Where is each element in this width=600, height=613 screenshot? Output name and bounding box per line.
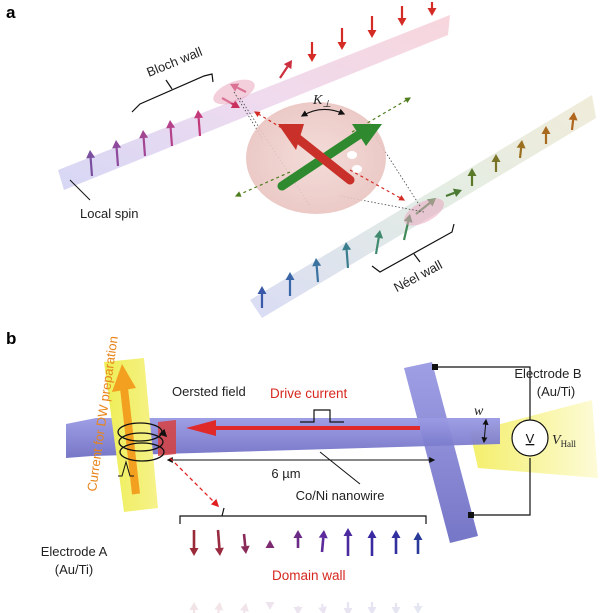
spin-reflection-arrow <box>391 603 401 613</box>
panel-b-letter: b <box>6 329 16 348</box>
neel-wall-bracket <box>371 223 455 273</box>
domain-wall-label: Domain wall <box>272 568 346 583</box>
electrode-a-material: (Au/Ti) <box>55 562 94 577</box>
spin-reflection <box>343 602 353 613</box>
domain-wall-spin-arrow <box>214 529 224 556</box>
neel-spin-arrow <box>312 258 322 283</box>
nanowire-pointer <box>319 451 361 485</box>
neel-spin-arrow <box>467 168 477 186</box>
spin-reflection <box>413 603 423 613</box>
spin-reflection <box>265 602 275 610</box>
spin-reflection-arrow <box>413 603 423 613</box>
domain-wall-zoom-arrow <box>169 457 220 508</box>
width-arrow <box>481 418 489 444</box>
bloch-spin-arrow <box>112 140 122 167</box>
neel-spin-arrow <box>445 188 462 198</box>
spin-reflection-arrow <box>265 602 275 610</box>
domain-wall-spin-arrow <box>189 530 199 556</box>
drive-current-label: Drive current <box>270 386 348 401</box>
bloch-spin-arrow <box>194 110 204 137</box>
domain-wall-spin-arrow <box>413 532 423 554</box>
panel-a: a <box>6 2 596 318</box>
neel-spin-arrow <box>342 242 352 269</box>
contact-bottom <box>468 512 474 518</box>
neel-spin-arrow <box>374 230 384 255</box>
domain-wall-spin-arrow <box>318 530 328 553</box>
bloch-spin-arrow <box>397 6 407 26</box>
spin-reflection <box>318 603 327 613</box>
drive-pulse <box>300 409 344 423</box>
domain-wall-bracket <box>179 507 427 524</box>
panel-a-letter: a <box>6 3 16 22</box>
bloch-spin-arrow <box>279 60 292 79</box>
spin-reflection <box>189 602 199 613</box>
spin-reflection-arrow <box>293 606 303 613</box>
electrode-a-label: Electrode A <box>41 544 108 559</box>
spin-reflection-arrow <box>343 602 353 613</box>
spin-reflection <box>391 603 401 613</box>
green-axis <box>351 97 412 133</box>
neel-spin-arrow <box>541 126 551 144</box>
bloch-spin-arrow <box>337 28 347 50</box>
neel-wall-label: Néel wall <box>391 257 445 295</box>
local-spin-label: Local spin <box>80 206 139 221</box>
domain-wall-spin-arrow <box>343 528 353 556</box>
spin-reflection-arrow <box>240 603 249 613</box>
spin-reflection-arrow <box>214 602 224 613</box>
bloch-spin-arrow <box>139 130 149 157</box>
contact-top <box>432 364 438 370</box>
neel-spin-arrow <box>491 154 501 172</box>
width-label: w <box>474 404 484 419</box>
nanowire-label: Co/Ni nanowire <box>296 488 385 503</box>
bloch-spin-arrow <box>307 42 317 62</box>
domain-wall-spin-arrow <box>391 530 401 554</box>
local-spin-pointer <box>69 179 91 201</box>
oersted-coil <box>117 422 168 462</box>
spin-reflection <box>240 603 249 613</box>
voltmeter-symbol: V <box>526 431 535 446</box>
neel-spin-arrow <box>568 112 578 131</box>
domain-wall-spins <box>189 528 423 613</box>
bloch-spin-arrow <box>427 2 437 16</box>
neel-spin-arrow <box>285 272 295 296</box>
drive-current-arrow <box>186 420 420 436</box>
panel-b: b w <box>6 329 598 613</box>
hall-circuit <box>438 366 531 516</box>
current-pulse-small <box>118 460 134 477</box>
voltmeter <box>511 419 549 457</box>
spin-reflection-arrow <box>367 602 377 613</box>
spin-reflection-arrow <box>189 602 199 613</box>
bloch-wall-label: Bloch wall <box>144 44 204 80</box>
hall-cross-bar <box>404 362 478 543</box>
oersted-label: Oersted field <box>172 384 246 399</box>
domain-wall-spin-arrow <box>240 533 250 554</box>
domain-wall-spin-arrow <box>265 540 275 548</box>
electrode-b-label: Electrode B <box>514 366 581 381</box>
red-spin-arrow <box>278 124 355 185</box>
electrode-b-material: (Au/Ti) <box>537 384 576 399</box>
spin-reflection <box>214 602 224 613</box>
bloch-spin-arrow <box>166 120 176 147</box>
disk-hole-2 <box>352 165 362 173</box>
spin-reflection <box>367 602 377 613</box>
rotation-arc <box>300 108 346 117</box>
domain-wall-spin-arrow <box>367 530 377 556</box>
v-hall-label: VHall <box>552 433 577 449</box>
domain-wall-spin-arrow <box>293 530 303 548</box>
neel-spin-arrow <box>516 140 526 159</box>
bloch-wall-bracket <box>131 73 214 113</box>
spin-reflection-arrow <box>318 603 327 613</box>
bloch-spin-arrow <box>367 16 377 38</box>
spin-reflection <box>293 606 303 613</box>
disk-hole-1 <box>347 151 357 159</box>
k-perp-label: K⊥ <box>312 93 331 110</box>
green-axis-2 <box>234 171 291 197</box>
red-axis-2 <box>349 169 406 201</box>
distance-label: 6 µm <box>271 466 300 481</box>
bloch-wall-band <box>58 15 450 190</box>
bloch-spin-arrow <box>86 150 96 177</box>
neel-spin-arrow <box>257 286 267 308</box>
